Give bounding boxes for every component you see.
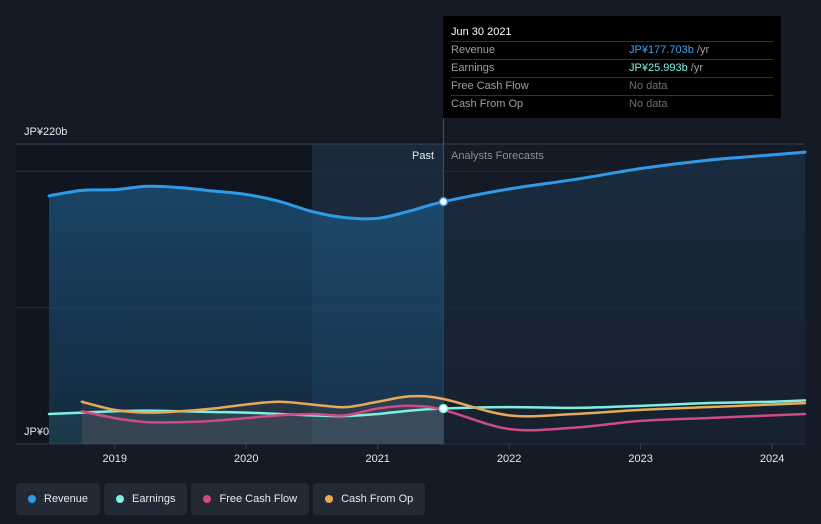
- revenue-area-forecast: [443, 152, 805, 444]
- tooltip-value: No data: [629, 96, 668, 113]
- revenue-dot-icon: [28, 495, 36, 503]
- tooltip-label: Free Cash Flow: [451, 80, 529, 92]
- forecast-label: Analysts Forecasts: [451, 150, 544, 162]
- x-tick-label: 2021: [365, 453, 389, 465]
- tooltip-value: JP¥25.993b /yr: [629, 60, 703, 77]
- y-axis-bottom-label: JP¥0: [24, 426, 50, 438]
- marker-earnings: [438, 403, 449, 414]
- legend-item-free-cash-flow[interactable]: Free Cash Flow: [191, 483, 310, 515]
- revenue-area-past: [49, 186, 444, 444]
- area-earnings: [49, 408, 444, 444]
- tooltip-row-earnings: Earnings JP¥25.993b /yr: [451, 59, 773, 77]
- area-cash-from-op: [81, 396, 444, 444]
- revenue-unit: /yr: [693, 44, 710, 56]
- tooltip-label: Cash From Op: [451, 98, 524, 110]
- cash-from-op-dot-icon: [325, 495, 334, 503]
- series-line-revenue: [47, 150, 807, 221]
- past-label: Past: [412, 150, 435, 162]
- earnings-value: JP¥25.993b: [629, 62, 688, 74]
- legend-label: Cash From Op: [341, 493, 414, 505]
- x-tick-label: 2023: [628, 453, 652, 465]
- earnings-dot-icon: [116, 495, 125, 503]
- tooltip-value: No data: [629, 78, 668, 95]
- x-tick-label: 2019: [102, 453, 126, 465]
- free-cash-flow-dot-icon: [203, 495, 212, 503]
- tooltip-label: Earnings: [451, 62, 495, 74]
- earnings-unit: /yr: [687, 62, 703, 74]
- x-tick-label: 2022: [497, 453, 521, 465]
- x-tick-label: 2020: [234, 453, 258, 465]
- legend-item-cash-from-op[interactable]: Cash From Op: [313, 483, 426, 515]
- series-line-cash-from-op: [80, 394, 807, 418]
- tooltip-row-revenue: Revenue JP¥177.703b /yr: [451, 41, 773, 59]
- tooltip-label: Revenue: [451, 44, 496, 56]
- series-line-earnings: [47, 399, 807, 418]
- tooltip-date: Jun 30 2021: [451, 26, 512, 38]
- tooltip-row-cfo: Cash From Op No data: [451, 95, 773, 113]
- legend-label: Earnings: [132, 493, 176, 505]
- revenue-value: JP¥177.703b: [629, 44, 694, 56]
- legend-label: Revenue: [44, 493, 89, 505]
- tooltip-row-fcf: Free Cash Flow No data: [451, 77, 773, 95]
- cfo-value: No data: [629, 98, 668, 110]
- tooltip-value: JP¥177.703b /yr: [629, 42, 709, 59]
- x-tick-label: 2024: [760, 453, 784, 465]
- data-tooltip: Jun 30 2021 Revenue JP¥177.703b /yr Earn…: [443, 16, 781, 118]
- marker-revenue: [438, 196, 449, 207]
- y-axis-top-label: JP¥220b: [24, 126, 68, 138]
- legend-item-earnings[interactable]: Earnings: [104, 483, 188, 515]
- chart-legend: Revenue Earnings Free Cash Flow Cash Fro…: [16, 483, 426, 515]
- legend-label: Free Cash Flow: [219, 493, 298, 505]
- series-line-free-cash-flow: [80, 404, 807, 432]
- fcf-value: No data: [629, 80, 668, 92]
- legend-item-revenue[interactable]: Revenue: [16, 483, 101, 515]
